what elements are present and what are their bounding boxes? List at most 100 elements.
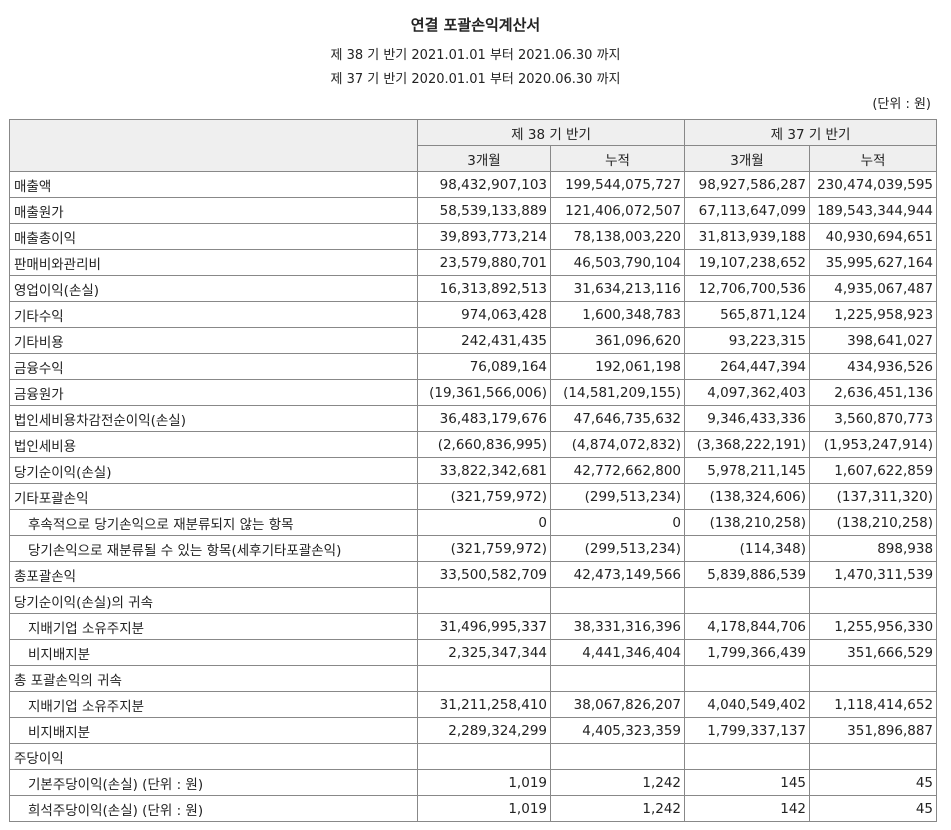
row-label: 기타수익: [9, 301, 418, 328]
row-value: 40,930,694,651: [809, 223, 938, 250]
row-label: 총 포괄손익의 귀속: [9, 665, 418, 692]
row-value: (4,874,072,832): [549, 431, 686, 458]
row-value: 46,503,790,104: [549, 249, 686, 276]
row-value: 36,483,179,676: [417, 405, 551, 432]
sub-header-current-3m: 3개월: [417, 145, 551, 172]
row-value: 4,040,549,402: [684, 691, 811, 718]
row-value: 1,242: [549, 769, 686, 796]
row-value: 93,223,315: [684, 327, 811, 354]
row-value: 78,138,003,220: [549, 223, 686, 250]
row-label: 당기순이익(손실): [9, 457, 418, 484]
row-value: (19,361,566,006): [417, 379, 551, 406]
row-label: 영업이익(손실): [9, 275, 418, 302]
row-value: 2,636,451,136: [809, 379, 938, 406]
table-row: 금융원가 (19,361,566,006) (14,581,209,155) 4,09…: [9, 379, 938, 406]
unit-label: (단위 : 원): [872, 97, 931, 112]
row-value: 242,431,435: [417, 327, 551, 354]
row-value: [417, 743, 551, 770]
row-value: 121,406,072,507: [549, 197, 686, 224]
row-value: [684, 665, 811, 692]
row-value: (1,953,247,914): [809, 431, 938, 458]
row-value: 4,441,346,404: [549, 639, 686, 666]
table-row: 비지배지분 2,289,324,299 4,405,323,359 1,799,337…: [9, 717, 938, 744]
row-label: 당기순이익(손실)의 귀속: [9, 587, 418, 614]
table-row: 법인세비용 (2,660,836,995) (4,874,072,832) (3,36…: [9, 431, 938, 458]
row-label: 금융원가: [9, 379, 418, 406]
row-value: 3,560,870,773: [809, 405, 938, 432]
table-row: 희석주당이익(손실) (단위 : 원) 1,019 1,242 142 45: [9, 795, 938, 822]
row-value: [549, 587, 686, 614]
row-value: 2,289,324,299: [417, 717, 551, 744]
row-value: 2,325,347,344: [417, 639, 551, 666]
row-label: 주당이익: [9, 743, 418, 770]
row-value: 1,607,622,859: [809, 457, 938, 484]
row-value: [417, 665, 551, 692]
row-value: 142: [684, 795, 811, 822]
row-value: 42,473,149,566: [549, 561, 686, 588]
sub-header-prior-3m: 3개월: [684, 145, 811, 172]
row-value: 192,061,198: [549, 353, 686, 380]
table-row: 매출원가 58,539,133,889 121,406,072,507 67,113,…: [9, 197, 938, 224]
row-value: 189,543,344,944: [809, 197, 938, 224]
row-label: 법인세비용차감전순이익(손실): [9, 405, 418, 432]
row-value: 565,871,124: [684, 301, 811, 328]
row-label: 후속적으로 당기손익으로 재분류되지 않는 항목: [9, 509, 418, 536]
table-row: 매출액 98,432,907,103 199,544,075,727 98,927,5…: [9, 171, 938, 198]
row-value: 898,938: [809, 535, 938, 562]
row-value: 1,470,311,539: [809, 561, 938, 588]
row-value: 35,995,627,164: [809, 249, 938, 276]
row-label: 희석주당이익(손실) (단위 : 원): [9, 795, 418, 822]
sub-header-prior-cumulative: 누적: [809, 145, 938, 172]
table-row: 총 포괄손익의 귀속: [9, 665, 938, 692]
row-label: 판매비와관리비: [9, 249, 418, 276]
table-row: 법인세비용차감전순이익(손실) 36,483,179,676 47,646,735,…: [9, 405, 938, 432]
row-value: 361,096,620: [549, 327, 686, 354]
period-current: 제 38 기 반기 2021.01.01 부터 2021.06.30 까지: [330, 48, 621, 63]
row-value: 31,634,213,116: [549, 275, 686, 302]
row-value: (321,759,972): [417, 483, 551, 510]
row-label: 비지배지분: [9, 717, 418, 744]
row-value: (2,660,836,995): [417, 431, 551, 458]
row-value: 0: [549, 509, 686, 536]
table-row: 당기순이익(손실)의 귀속: [9, 587, 938, 614]
row-value: 1,225,958,923: [809, 301, 938, 328]
row-value: 5,839,886,539: [684, 561, 811, 588]
row-value: 23,579,880,701: [417, 249, 551, 276]
row-value: 39,893,773,214: [417, 223, 551, 250]
row-value: [684, 587, 811, 614]
row-value: (299,513,234): [549, 483, 686, 510]
row-value: (14,581,209,155): [549, 379, 686, 406]
row-value: 0: [417, 509, 551, 536]
row-value: 19,107,238,652: [684, 249, 811, 276]
group-header-current: 제 38 기 반기: [416, 119, 686, 146]
row-label: 총포괄손익: [9, 561, 418, 588]
row-value: 31,813,939,188: [684, 223, 811, 250]
row-value: 230,474,039,595: [809, 171, 938, 198]
row-value: 1,255,956,330: [809, 613, 938, 640]
row-value: (138,324,606): [684, 483, 811, 510]
row-value: 67,113,647,099: [684, 197, 811, 224]
row-label: 당기손익으로 재분류될 수 있는 항목(세후기타포괄손익): [9, 535, 418, 562]
row-value: 4,178,844,706: [684, 613, 811, 640]
row-value: 33,822,342,681: [417, 457, 551, 484]
row-value: 1,118,414,652: [809, 691, 938, 718]
row-label: 금융수익: [9, 353, 418, 380]
table-row: 주당이익: [9, 743, 938, 770]
row-value: 98,432,907,103: [417, 171, 551, 198]
row-value: 5,978,211,145: [684, 457, 811, 484]
row-value: 1,019: [417, 769, 551, 796]
row-value: 12,706,700,536: [684, 275, 811, 302]
row-value: 199,544,075,727: [549, 171, 686, 198]
table-body: 매출액 98,432,907,103 199,544,075,727 98,927,5…: [9, 171, 938, 822]
row-value: 4,405,323,359: [549, 717, 686, 744]
row-value: (137,311,320): [809, 483, 938, 510]
row-value: 1,799,366,439: [684, 639, 811, 666]
row-value: (3,368,222,191): [684, 431, 811, 458]
row-value: 45: [809, 769, 938, 796]
table-row: 후속적으로 당기손익으로 재분류되지 않는 항목 0 0 (138,210,258)(…: [9, 509, 938, 536]
group-header-prior: 제 37 기 반기: [684, 119, 938, 146]
row-value: 9,346,433,336: [684, 405, 811, 432]
row-label: 매출액: [9, 171, 418, 198]
table-row: 판매비와관리비 23,579,880,701 46,503,790,104 19,10…: [9, 249, 938, 276]
table-row: 당기순이익(손실) 33,822,342,681 42,772,662,800 5,9…: [9, 457, 938, 484]
